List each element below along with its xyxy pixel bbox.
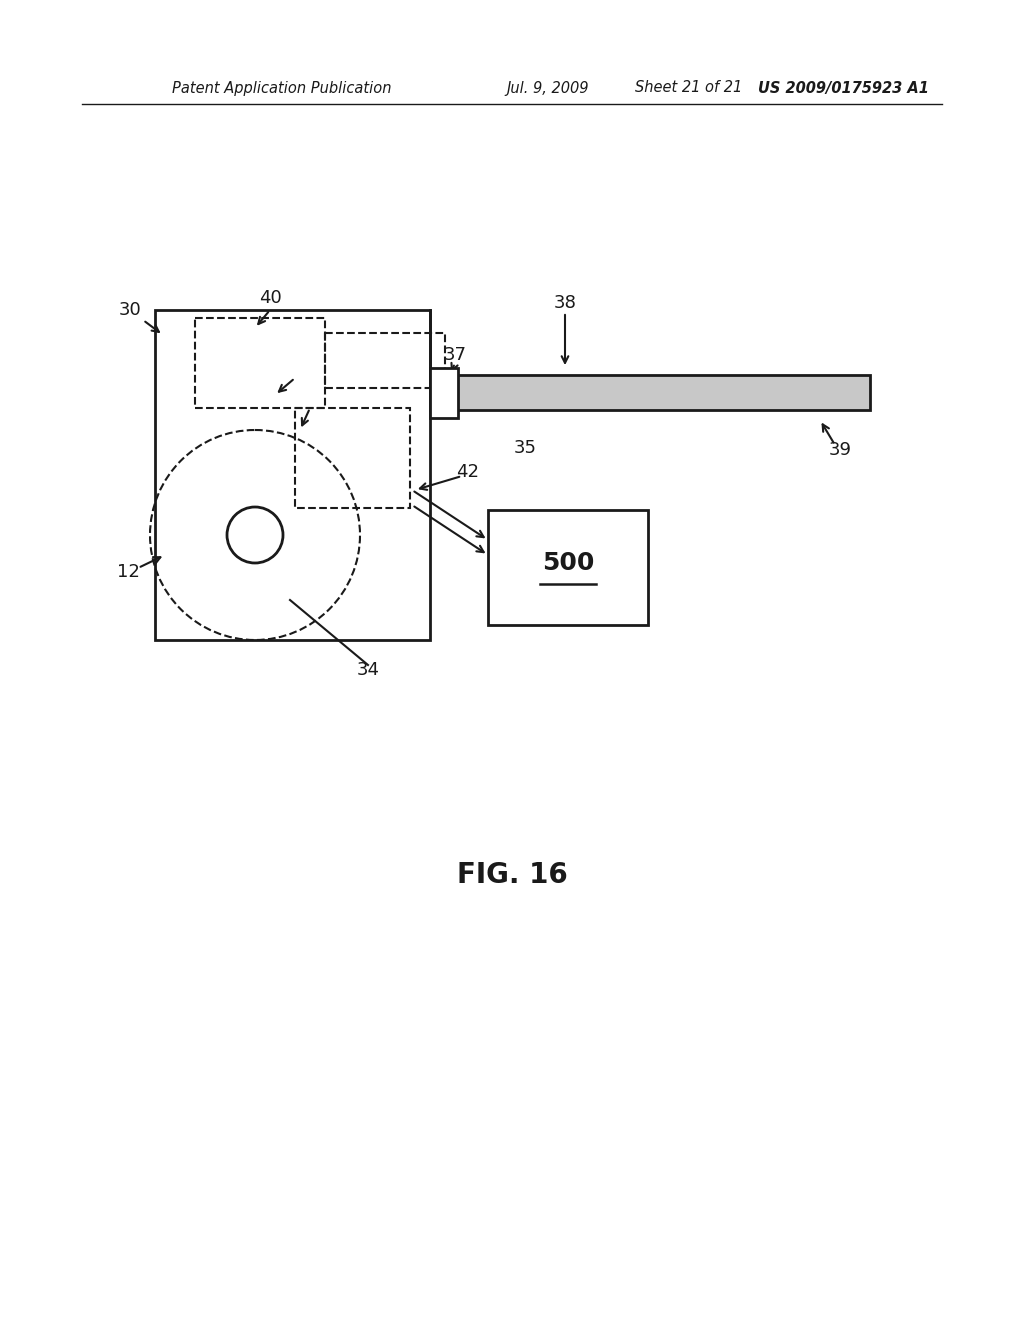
Text: FIG. 16: FIG. 16	[457, 861, 567, 888]
Bar	[155, 310, 430, 640]
Bar	[325, 333, 445, 388]
Bar	[488, 510, 648, 624]
Bar	[430, 368, 458, 418]
Text: 37: 37	[443, 346, 467, 364]
Bar	[195, 318, 325, 408]
Text: 40: 40	[259, 289, 282, 308]
Text: Sheet 21 of 21: Sheet 21 of 21	[635, 81, 742, 95]
Bar	[430, 375, 870, 411]
Text: 35: 35	[513, 440, 537, 457]
Text: 30: 30	[119, 301, 141, 319]
Text: Patent Application Publication: Patent Application Publication	[172, 81, 391, 95]
Text: US 2009/0175923 A1: US 2009/0175923 A1	[758, 81, 929, 95]
Text: 500: 500	[542, 550, 594, 574]
Text: 12: 12	[117, 564, 139, 581]
Bar	[295, 408, 410, 508]
Text: 39: 39	[828, 441, 852, 459]
Text: Jul. 9, 2009: Jul. 9, 2009	[507, 81, 590, 95]
Text: 42: 42	[457, 463, 479, 480]
Text: 38: 38	[554, 294, 577, 312]
Text: 34: 34	[356, 661, 380, 678]
